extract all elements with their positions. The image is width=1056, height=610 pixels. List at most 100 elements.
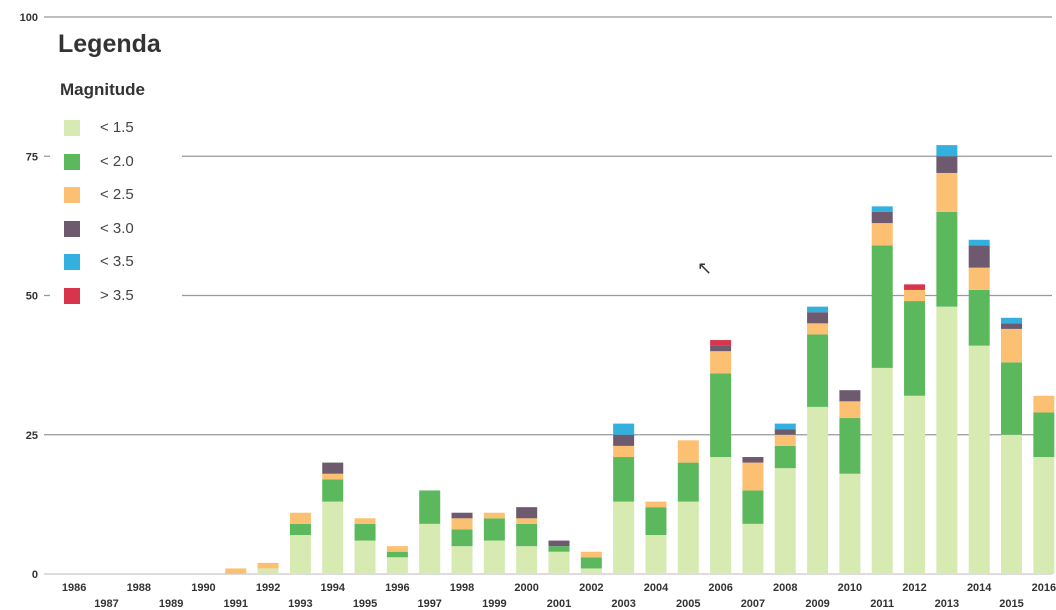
legend-swatch <box>64 254 80 270</box>
bar-segment <box>354 518 376 524</box>
x-tick-label: 1989 <box>159 598 183 610</box>
bar-segment <box>871 223 893 246</box>
bar-segment <box>516 518 538 524</box>
bar-segment <box>871 211 893 224</box>
x-tick-label: 1992 <box>256 582 280 594</box>
x-tick-label: 2010 <box>838 582 862 594</box>
bar-segment <box>322 501 344 574</box>
bar-segment <box>516 546 538 574</box>
y-tick-label: 0 <box>32 569 38 581</box>
bar-segment <box>386 546 408 552</box>
bar-segment <box>904 284 926 290</box>
bar-segment <box>742 523 764 574</box>
gridlines <box>44 16 1052 575</box>
bar-segment <box>451 546 473 574</box>
bar-segment <box>774 429 796 435</box>
legend-swatch <box>64 120 80 136</box>
legend-label: < 1.5 <box>100 119 134 136</box>
bar-segment <box>710 351 732 374</box>
x-tick-label: 2000 <box>514 582 538 594</box>
y-tick-label: 25 <box>26 430 38 442</box>
x-tick-label: 1994 <box>320 582 345 594</box>
bar-segment <box>807 406 829 574</box>
bar-segment <box>742 462 764 491</box>
bar-segment <box>807 306 829 313</box>
bar-segment <box>774 434 796 446</box>
x-tick-label: 1998 <box>450 582 474 594</box>
x-tick-label: 1990 <box>191 582 215 594</box>
bar-segment <box>483 512 505 519</box>
legend-swatch <box>64 187 80 203</box>
bar-segment <box>1033 412 1055 458</box>
bar-segment <box>516 507 538 519</box>
x-tick-label: 2007 <box>741 598 765 610</box>
legend-swatch <box>64 220 80 237</box>
bar-segment <box>1001 323 1023 329</box>
legend-swatch <box>64 153 80 170</box>
x-tick-label: 1997 <box>417 598 441 610</box>
x-tick-label: 2005 <box>676 598 700 610</box>
bar-segment <box>548 551 570 574</box>
bar-segment <box>322 479 344 502</box>
bar-segment <box>354 523 376 541</box>
bar-segment <box>257 562 279 569</box>
y-tick-label: 100 <box>20 12 38 24</box>
x-tick-label: 1986 <box>62 582 86 594</box>
bar-segment <box>904 395 926 574</box>
bar-segment <box>774 423 796 430</box>
x-tick-label: 2003 <box>611 598 635 610</box>
y-axis-ticks: 0 25 50 75 100 <box>20 12 38 581</box>
bar-segment <box>871 367 893 574</box>
bar-segment <box>839 401 861 419</box>
bar-segment <box>936 156 958 173</box>
bar-segment <box>451 518 473 530</box>
mouse-cursor-icon: ↖ <box>697 258 713 278</box>
bar-segment <box>968 345 990 574</box>
bar-segment <box>516 523 538 547</box>
x-tick-label: 2013 <box>935 598 959 610</box>
bar-segment <box>677 501 699 574</box>
bar-segment <box>904 289 926 302</box>
bar-segment <box>871 245 893 368</box>
x-tick-label: 2015 <box>999 598 1023 610</box>
x-tick-label: 2012 <box>902 582 926 594</box>
y-tick-label: 50 <box>26 291 38 303</box>
bar-segment <box>645 507 667 536</box>
bar-segment <box>322 473 344 480</box>
x-tick-label: 2016 <box>1032 582 1056 594</box>
bar-segment <box>839 473 861 574</box>
legend-label: < 2.5 <box>100 186 134 203</box>
legend-label: > 3.5 <box>100 286 134 304</box>
bar-segment <box>386 557 408 574</box>
bar-segment <box>613 501 635 574</box>
legend-swatch <box>64 287 80 304</box>
bar-segment <box>774 445 796 469</box>
bar-segment <box>1001 362 1023 435</box>
legend: Legenda Magnitude < 1.5 < 2.0 < 2.5 < 3.0 < … <box>50 25 182 310</box>
bar-segment <box>1001 434 1023 574</box>
bar-segment <box>936 145 958 157</box>
bar-segment <box>968 289 990 346</box>
x-tick-label: 2006 <box>708 582 732 594</box>
bar-segment <box>354 540 376 574</box>
bar-segment <box>451 512 473 519</box>
bar-segment <box>580 551 602 558</box>
bar-segment <box>774 468 796 574</box>
bar-segment <box>807 312 829 324</box>
bar-segment <box>968 245 990 268</box>
bar-segment <box>677 440 699 463</box>
bar-segment <box>871 206 893 212</box>
bar-segment <box>839 390 861 402</box>
bar-segment <box>1001 328 1023 363</box>
bar-segment <box>451 529 473 547</box>
bar-segment <box>289 535 311 574</box>
bar-segment <box>419 523 441 574</box>
bar-segment <box>613 423 635 435</box>
bar-segment <box>483 540 505 574</box>
bar-segment <box>710 457 732 574</box>
bar-segment <box>580 557 602 569</box>
bar-segment <box>904 301 926 396</box>
bar-segment <box>257 568 279 574</box>
bar-segment <box>936 211 958 307</box>
